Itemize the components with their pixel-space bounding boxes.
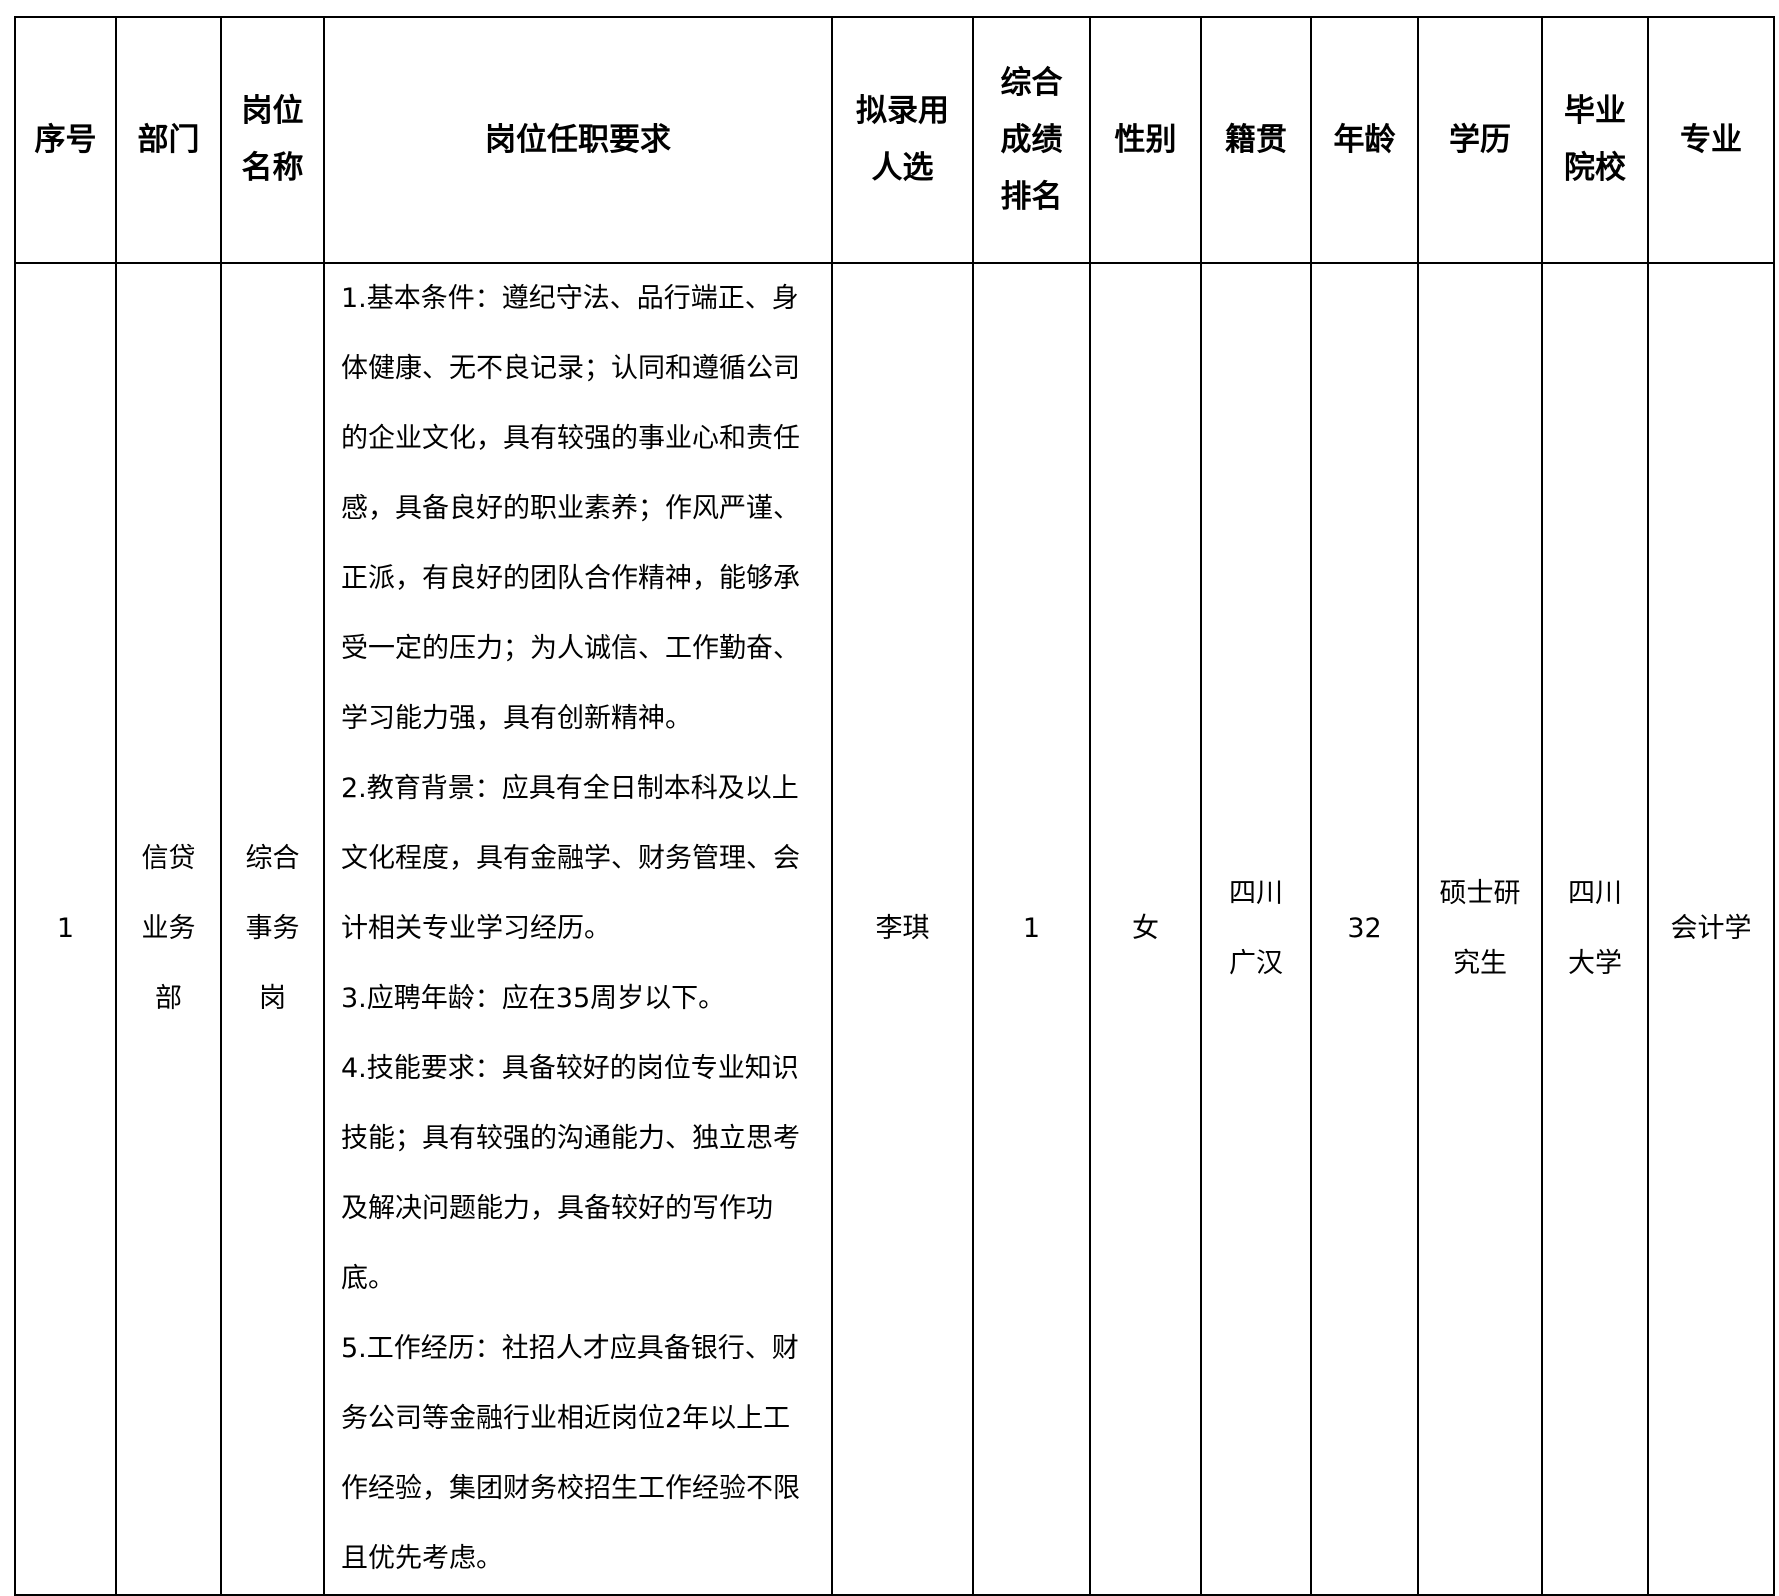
cell-hometown: 四川 广汉	[1200, 262, 1312, 1596]
requirement-3: 3.应聘年龄：应在35周岁以下。	[341, 983, 726, 1014]
requirement-4: 4.技能要求：具备较好的岗位专业知识技能；具有较强的沟通能力、独立思考及解决问题…	[341, 1053, 800, 1294]
cell-department: 信贷 业务部	[115, 262, 222, 1596]
cell-line: 四川	[1229, 878, 1283, 909]
cell-line: 究生	[1453, 948, 1507, 979]
cell-education: 硕士研 究生	[1417, 262, 1543, 1596]
column-header: 毕业 院校	[1541, 16, 1649, 264]
column-header: 专业	[1647, 16, 1775, 264]
cell-line: 广汉	[1229, 948, 1283, 979]
column-header: 部门	[115, 16, 222, 264]
cell-position: 综合 事务岗	[220, 262, 325, 1596]
cell-line: 硕士研	[1439, 878, 1521, 909]
column-header: 性别	[1089, 16, 1202, 264]
requirement-1: 1.基本条件：遵纪守法、品行端正、身体健康、无不良记录；认同和遵循公司的企业文化…	[341, 283, 800, 734]
cell-index: 1	[14, 262, 117, 1596]
column-header: 籍贯	[1200, 16, 1312, 264]
cell-school: 四川 大学	[1541, 262, 1649, 1596]
cell-major: 会计学	[1647, 262, 1775, 1596]
column-header: 学历	[1417, 16, 1543, 264]
column-header: 综合 成绩 排名	[972, 16, 1091, 264]
cell-requirements: 1.基本条件：遵纪守法、品行端正、身体健康、无不良记录；认同和遵循公司的企业文化…	[323, 262, 833, 1596]
cell-line: 事务	[245, 913, 300, 944]
requirement-5: 5.工作经历：社招人才应具备银行、财务公司等金融行业相近岗位2年以上工作经验，集…	[341, 1333, 800, 1574]
column-header: 年龄	[1310, 16, 1419, 264]
recruitment-table: 序号 部门 岗位 名称 岗位任职要求 拟录用 人选 综合 成绩 排名 性别 籍贯 年龄 学历 毕业 院校 专业 …	[14, 16, 1775, 1596]
cell-age: 32	[1310, 262, 1419, 1596]
cell-gender: 女	[1089, 262, 1202, 1596]
cell-line: 大学	[1568, 948, 1622, 979]
requirement-2: 2.教育背景：应具有全日制本科及以上文化程度，具有金融学、财务管理、会计相关专业…	[341, 773, 800, 944]
cell-line: 信贷	[141, 843, 196, 874]
column-header: 序号	[14, 16, 117, 264]
cell-line: 业务	[141, 913, 196, 944]
cell-line: 四川	[1568, 878, 1622, 909]
cell-line: 综合	[245, 843, 300, 874]
column-header: 拟录用 人选	[831, 16, 974, 264]
cell-line: 岗	[259, 983, 286, 1014]
table-row: 1 信贷业务部 综合事务岗 1.基本条件：遵纪守法、品行端正、身体健康、无不良记…	[14, 262, 1775, 1596]
header-row: 序号 部门 岗位 名称 岗位任职要求 拟录用 人选 综合 成绩 排名 性别 籍贯 年龄 学历 毕业 院校 专业	[14, 16, 1775, 264]
cell-line: 部	[155, 983, 182, 1014]
column-header: 岗位 名称	[220, 16, 325, 264]
cell-candidate: 李琪	[831, 262, 974, 1596]
cell-rank: 1	[972, 262, 1091, 1596]
column-header: 岗位任职要求	[323, 16, 833, 264]
